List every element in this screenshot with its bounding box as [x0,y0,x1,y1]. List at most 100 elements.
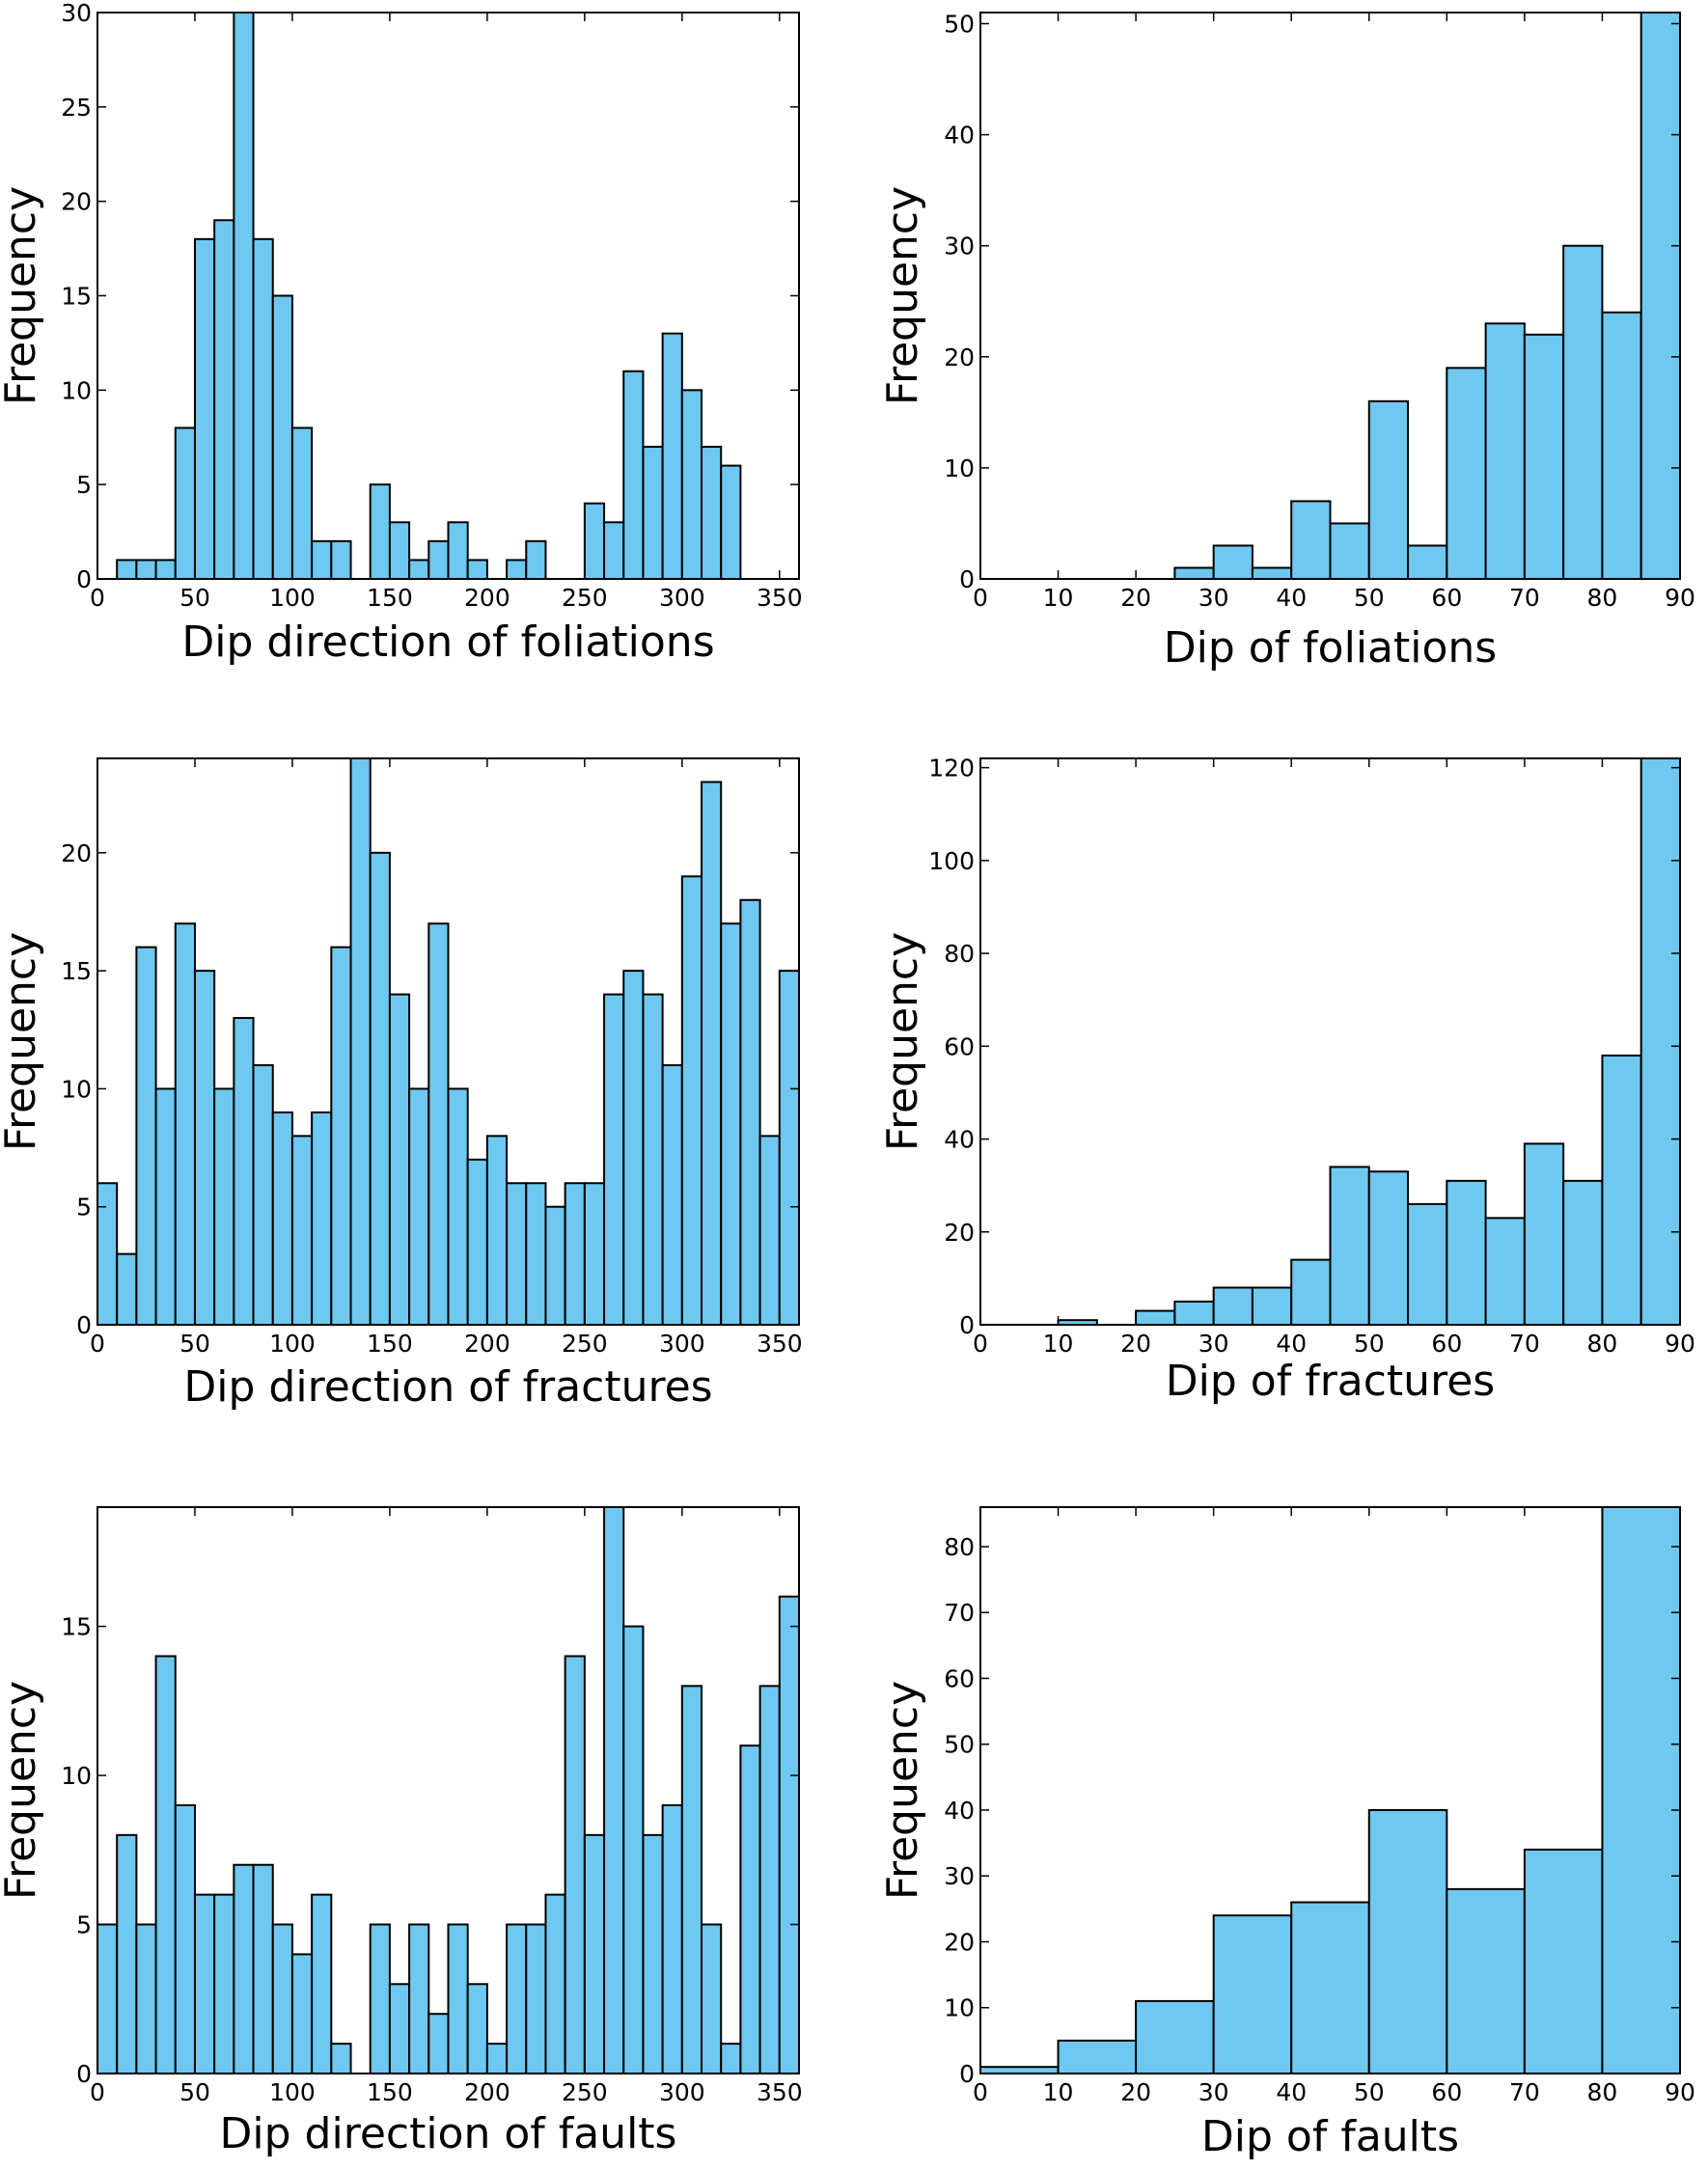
histogram-bar [1639,758,1680,1325]
histogram-bar [447,1923,469,2074]
histogram-bar [408,559,430,579]
histogram-bar [583,1833,606,2074]
histogram-bar [116,559,138,579]
histogram-bar [408,1087,430,1325]
x-tick-label: 250 [562,1330,608,1358]
histogram-bar [466,1158,488,1325]
histogram-bar [330,539,352,579]
histogram-bar [408,1923,430,2074]
histogram-bar [701,446,723,579]
histogram-bar [97,1923,119,2074]
histogram-bar [935,541,954,579]
x-tick-label: 100 [269,1330,316,1358]
histogram-bar [174,922,196,1325]
x-tick-label: 350 [757,1330,803,1358]
chart-panel-3: 0 50 100 150 200 250 300 350 0 5 10 15 20 Dip directi… [0,757,803,1412]
y-tick-label: 0 [959,2060,975,2088]
histogram-bar [544,1205,566,1325]
histogram-bar [213,219,235,579]
histogram-bar [1212,1914,1293,2074]
x-tick-label: 200 [464,2078,510,2106]
x-tick-label: 20 [1120,2078,1151,2106]
histogram-bar [622,970,645,1325]
x-tick-label: 70 [1509,1330,1540,1358]
x-tick-label: 60 [1431,2078,1462,2106]
x-tick-label: 0 [973,2078,988,2106]
x-axis-title: Dip direction of foliations [181,618,714,667]
histogram-bar [544,1893,566,2074]
x-tick-label: 150 [367,2078,413,2106]
y-tick-label: 30 [944,1862,975,1890]
histogram-bar [1601,1054,1642,1325]
x-tick-label: 250 [562,2078,608,2106]
y-tick-label: 0 [959,565,975,593]
histogram-bar [1484,1217,1526,1325]
histogram-bar [661,332,683,579]
x-axis-title: Dip direction of faults [220,2109,677,2158]
histogram-bar [603,521,625,579]
x-tick-label: 30 [1198,1330,1229,1358]
histogram-bar [1601,1507,1680,2074]
y-tick-label: 40 [944,1126,975,1154]
histogram-bar [1329,522,1370,579]
x-tick-label: 50 [179,2078,210,2106]
x-tick-label: 90 [1665,1330,1695,1358]
x-tick-label: 50 [179,1330,210,1358]
y-axis-title: Frequency [878,1681,927,1900]
histogram-bar [135,1923,157,2074]
bar-group [1057,758,1680,1325]
histogram-bar [447,521,469,579]
y-tick-label: 10 [61,1762,92,1790]
histogram-bar [349,758,372,1325]
histogram-bar [388,1983,411,2074]
histogram-bar [603,993,625,1325]
histogram-bar [1212,1286,1253,1325]
x-tick-label: 0 [90,2078,105,2106]
histogram-bar [1057,2039,1138,2074]
x-tick-label: 30 [1198,2078,1229,2106]
y-tick-label: 20 [61,188,92,216]
histogram-bar [1290,1258,1332,1325]
x-tick-label: 60 [1431,1330,1462,1358]
histogram-bar [622,1625,645,2074]
y-tick-label: 0 [76,1311,92,1339]
chart-panel-5: 0 50 100 150 200 250 300 350 0 5 10 15 Dip direction… [0,1506,803,2158]
y-tick-label: 120 [928,755,975,783]
histogram-bar [290,1135,314,1325]
x-tick-label: 80 [1587,2078,1618,2106]
histogram-bar [1290,1901,1370,2074]
axes-frame [96,757,800,1326]
histogram-bar [642,993,664,1325]
y-tick-label: 60 [944,1032,975,1060]
histogram-bar [1446,1179,1487,1325]
histogram-bar [661,1063,683,1325]
y-tick-label: 15 [61,957,92,985]
x-axis-title: Dip direction of fractures [183,1362,712,1412]
histogram-bar [980,2066,1060,2074]
histogram-bar [154,1655,177,2074]
histogram-bar [271,294,293,579]
x-tick-label: 90 [1665,2078,1695,2106]
histogram-bar [311,1111,333,1325]
x-tick-label: 70 [1509,2078,1540,2106]
x-tick-label: 50 [1354,1330,1385,1358]
histogram-bar [525,1923,547,2074]
y-tick-label: 80 [944,940,975,968]
y-tick-label: 100 [928,847,975,875]
y-axis-title: Frequency [0,932,45,1151]
x-tick-label: 10 [1043,584,1074,612]
axes-frame [979,12,1681,580]
x-tick-label: 40 [1276,2078,1307,2106]
axes-frame [979,1506,1681,2074]
x-tick-label: 0 [973,584,988,612]
histogram-bar [1212,544,1253,579]
x-tick-label: 40 [1276,1330,1307,1358]
histogram-bar [427,539,450,579]
histogram-bar [174,1803,196,2074]
histogram-bar [447,1087,469,1325]
y-tick-label: 20 [944,1928,975,1956]
y-tick-label: 15 [61,283,92,311]
histogram-bar [1523,333,1565,579]
histogram-bar [311,1893,333,2074]
y-tick-label: 20 [944,343,975,371]
